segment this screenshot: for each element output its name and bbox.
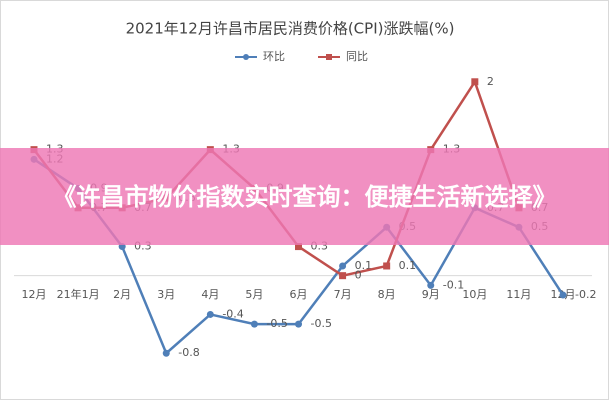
legend-label: 同比 xyxy=(346,50,368,63)
legend-label: 环比 xyxy=(263,50,285,63)
x-tick-label: 12月 xyxy=(22,288,47,301)
data-label: -0.5 xyxy=(266,317,287,330)
x-tick-label: 4月 xyxy=(201,288,219,301)
data-label: -0.2 xyxy=(575,288,596,301)
x-tick-label: 6月 xyxy=(290,288,308,301)
data-label: -0.8 xyxy=(178,346,199,359)
point xyxy=(339,262,347,270)
point xyxy=(559,291,567,299)
data-label: 0.1 xyxy=(355,259,373,272)
x-tick-label: 10月 xyxy=(462,288,487,301)
data-label: -0.1 xyxy=(443,278,464,291)
banner: 《许昌市物价指数实时查询：便捷生活新选择》 xyxy=(0,148,609,245)
legend-marker xyxy=(243,54,249,60)
x-tick-label: 5月 xyxy=(245,288,263,301)
chart-title: 2021年12月许昌市居民消费价格(CPI)涨跌幅(%) xyxy=(126,20,455,38)
x-tick-label: 3月 xyxy=(157,288,175,301)
x-tick-label: 8月 xyxy=(378,288,396,301)
x-tick-label: 7月 xyxy=(334,288,352,301)
point xyxy=(383,262,391,270)
point xyxy=(339,272,347,280)
point xyxy=(206,310,214,318)
x-tick-label: 21年1月 xyxy=(57,287,100,301)
data-label: -0.4 xyxy=(222,307,243,320)
data-label: 0 xyxy=(355,269,362,282)
point xyxy=(250,320,258,328)
point xyxy=(471,78,479,86)
point xyxy=(162,349,170,357)
data-label: 0.1 xyxy=(399,259,417,272)
point xyxy=(427,281,435,289)
banner-title: 《许昌市物价指数实时查询：便捷生活新选择》 xyxy=(52,182,557,211)
x-tick-label: 2月 xyxy=(113,288,131,301)
data-label: 2 xyxy=(487,75,494,88)
point xyxy=(295,320,302,328)
data-label: -0.5 xyxy=(311,317,332,330)
x-tick-label: 11月 xyxy=(506,288,531,301)
legend-marker xyxy=(326,54,332,60)
x-tick-label: 9月 xyxy=(422,288,440,301)
point xyxy=(295,243,302,251)
